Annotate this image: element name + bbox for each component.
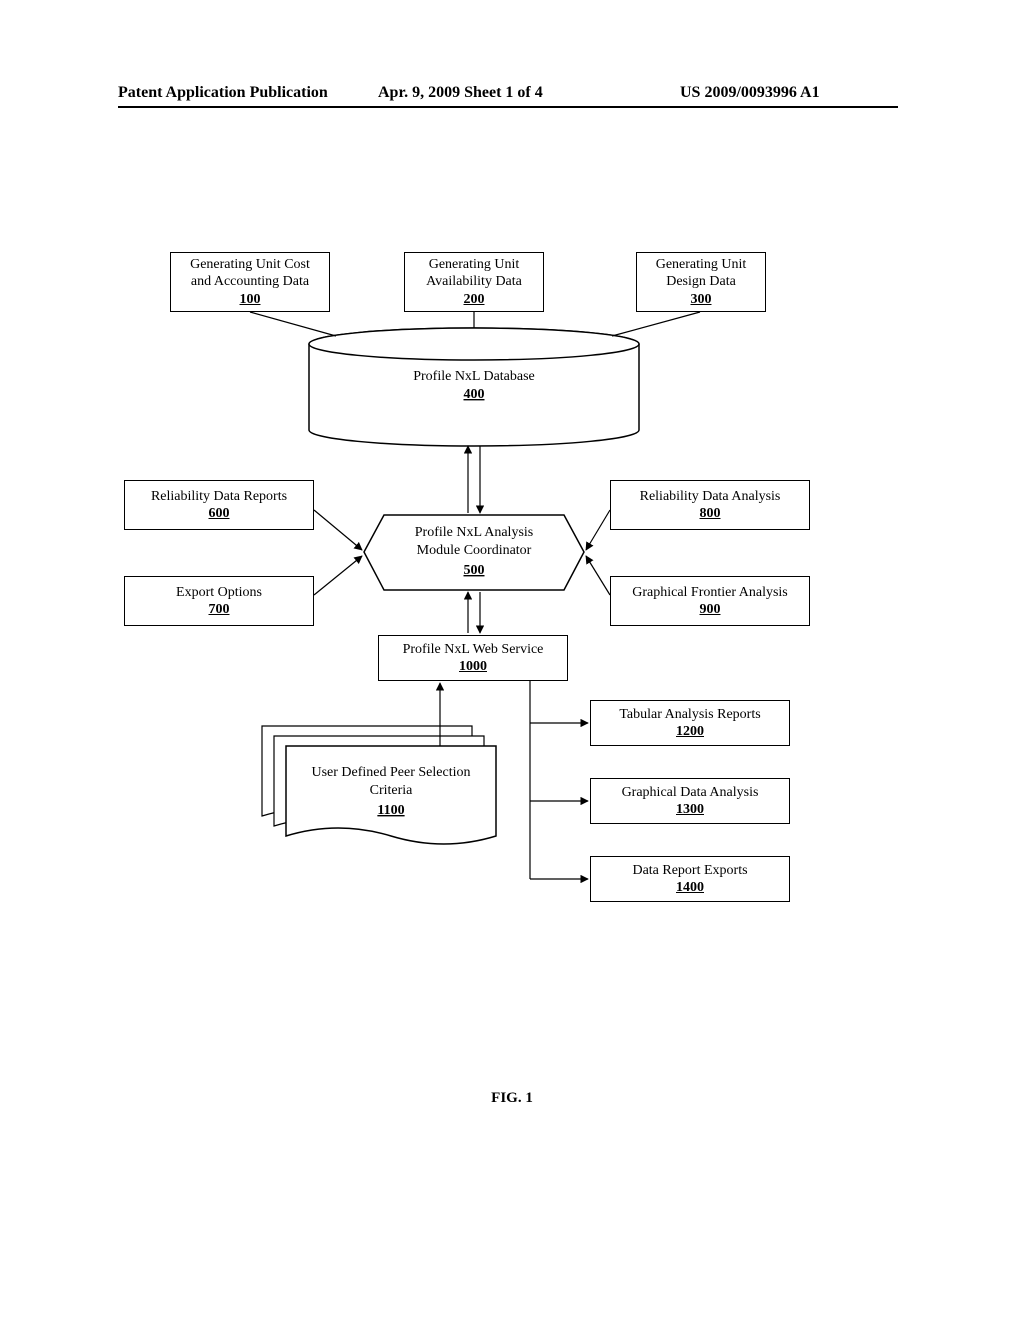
node-400-label: Profile NxL Database	[413, 369, 535, 384]
node-1100-line2: Criteria	[370, 783, 414, 798]
node-200: Generating UnitAvailability Data200	[404, 252, 544, 312]
node-number: 300	[637, 291, 765, 309]
node-line: Reliability Data Analysis	[611, 488, 809, 506]
node-number: 800	[611, 505, 809, 523]
header-mid: Apr. 9, 2009 Sheet 1 of 4	[378, 84, 543, 102]
header-right: US 2009/0093996 A1	[680, 84, 820, 102]
node-line: Data Report Exports	[591, 862, 789, 880]
figure-caption: FIG. 1	[0, 1090, 1024, 1107]
node-line: Generating Unit	[405, 256, 543, 274]
node-number: 1300	[591, 801, 789, 819]
header-left: Patent Application Publication	[118, 84, 328, 102]
node-100: Generating Unit Costand Accounting Data1…	[170, 252, 330, 312]
node-number: 100	[171, 291, 329, 309]
node-1100-document: User Defined Peer Selection Criteria 110…	[262, 726, 496, 844]
node-1000: Profile NxL Web Service1000	[378, 635, 568, 681]
node-line: Graphical Frontier Analysis	[611, 584, 809, 602]
node-line: Graphical Data Analysis	[591, 784, 789, 802]
node-line: Profile NxL Web Service	[379, 641, 567, 659]
node-500-num: 500	[464, 563, 485, 578]
node-500-hexagon: Profile NxL Analysis Module Coordinator …	[364, 515, 584, 590]
node-600: Reliability Data Reports600	[124, 480, 314, 530]
node-number: 900	[611, 601, 809, 619]
node-500-line2: Module Coordinator	[417, 543, 532, 558]
node-number: 1200	[591, 723, 789, 741]
node-1100-num: 1100	[377, 803, 404, 818]
node-400-cylinder: Profile NxL Database 400	[309, 328, 639, 446]
node-1100-line1: User Defined Peer Selection	[312, 765, 471, 780]
node-line: Design Data	[637, 273, 765, 291]
node-line: Availability Data	[405, 273, 543, 291]
node-line: Reliability Data Reports	[125, 488, 313, 506]
node-number: 1400	[591, 879, 789, 897]
node-line: and Accounting Data	[171, 273, 329, 291]
node-700: Export Options700	[124, 576, 314, 626]
node-1200: Tabular Analysis Reports1200	[590, 700, 790, 746]
node-300: Generating UnitDesign Data300	[636, 252, 766, 312]
node-500-line1: Profile NxL Analysis	[415, 525, 533, 540]
node-number: 1000	[379, 658, 567, 676]
node-number: 700	[125, 601, 313, 619]
node-number: 200	[405, 291, 543, 309]
node-1300: Graphical Data Analysis1300	[590, 778, 790, 824]
node-line: Export Options	[125, 584, 313, 602]
node-800: Reliability Data Analysis800	[610, 480, 810, 530]
node-line: Generating Unit Cost	[171, 256, 329, 274]
node-line: Tabular Analysis Reports	[591, 706, 789, 724]
header-rule	[118, 106, 898, 108]
node-1400: Data Report Exports1400	[590, 856, 790, 902]
node-number: 600	[125, 505, 313, 523]
node-900: Graphical Frontier Analysis900	[610, 576, 810, 626]
node-line: Generating Unit	[637, 256, 765, 274]
node-400-num: 400	[464, 387, 485, 402]
